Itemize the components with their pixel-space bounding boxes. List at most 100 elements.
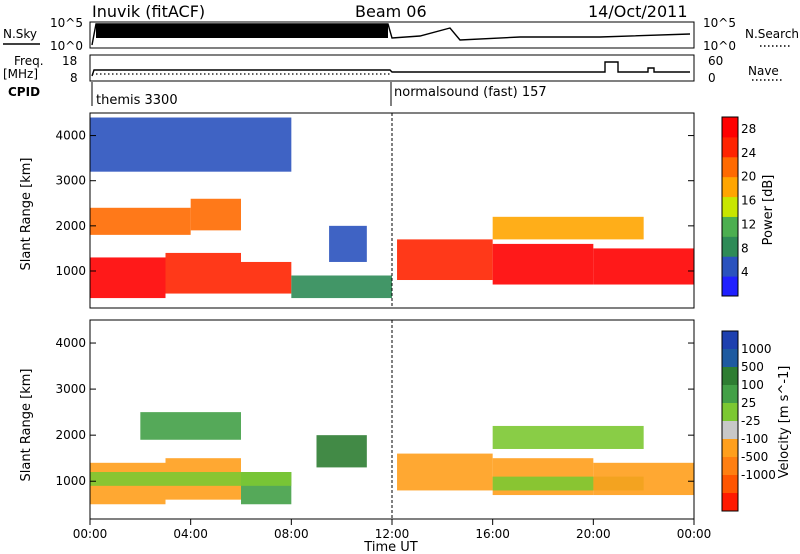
power-colorbar-label: Power [dB] [761, 175, 776, 246]
date-title: 14/Oct/2011 [588, 2, 688, 21]
x-tick-label: 16:00 [475, 527, 510, 541]
colorbar-cell [722, 136, 738, 158]
colorbar-tick-label: 500 [741, 360, 764, 374]
colorbar-tick-label: -1000 [741, 468, 776, 482]
colorbar-tick-label: 20 [741, 170, 756, 184]
x-tick-label: 08:00 [274, 527, 309, 541]
colorbar-tick-label: 28 [741, 122, 756, 136]
freq-left-label: Freq. [14, 54, 44, 68]
velocity-ylabel: Slant Range [km] [19, 369, 34, 482]
noise-right-label: N.Search [745, 27, 799, 41]
noise-left-label: N.Sky [3, 27, 37, 41]
heatmap-band [190, 198, 241, 231]
freq-right-label: Nave [748, 64, 779, 78]
noise-panel-frame [89, 21, 695, 49]
y-tick-label: 3000 [55, 174, 86, 188]
heatmap-band [241, 261, 292, 294]
xaxis-label: Time UT [363, 540, 417, 554]
freq-right-tick-high: 60 [708, 54, 723, 68]
y-tick-label: 3000 [55, 382, 86, 396]
heatmap-band [90, 117, 292, 172]
colorbar-cell [722, 176, 738, 198]
noise-left-tick-high: 10^5 [50, 16, 83, 30]
heatmap-band [397, 239, 493, 281]
heatmap-band [90, 207, 191, 235]
colorbar-tick-label: 25 [741, 396, 756, 410]
colorbar-cell [722, 331, 738, 350]
colorbar-cell [722, 421, 738, 440]
heatmap-band [492, 243, 594, 285]
cpid-segment-1: themis 3300 [96, 93, 178, 108]
heatmap-band [492, 216, 644, 240]
noise-right-tick-low: 10^0 [703, 39, 736, 53]
heatmap-band [397, 453, 493, 491]
colorbar-tick-label: 100 [741, 378, 764, 392]
colorbar-tick-label: 12 [741, 217, 756, 231]
freq-left-unit: [MHz] [3, 67, 38, 81]
colorbar-frame [721, 116, 739, 297]
cpid-label: CPID [8, 85, 40, 99]
colorbar-tick-label: 24 [741, 146, 756, 160]
colorbar-cell [722, 385, 738, 404]
freq-panel-frame [89, 54, 695, 82]
heatmap-band [492, 425, 644, 449]
colorbar-cell [722, 117, 738, 138]
power-colorbar: 4 8 12 16 20 24 28 [721, 116, 756, 297]
y-tick-label: 1000 [55, 264, 86, 278]
y-tick-label: 4000 [55, 129, 86, 143]
heatmap-band [140, 412, 241, 440]
x-tick-label: 04:00 [173, 527, 208, 541]
freq-left-tick-high: 18 [62, 54, 77, 68]
heatmap-band [90, 257, 166, 299]
colorbar-cell [722, 367, 738, 386]
velocity-heatmap-panel: 1000 2000 3000 4000 [55, 319, 695, 520]
colorbar-cell [722, 256, 738, 277]
power-ylabel: Slant Range [km] [19, 158, 34, 271]
cpid-segment-2: normalsound (fast) 157 [394, 85, 547, 100]
y-tick-label: 2000 [55, 428, 86, 442]
heatmap-band [90, 472, 292, 486]
colorbar-tick-label: 4 [741, 265, 749, 279]
colorbar-tick-label: -25 [741, 414, 761, 428]
heatmap-band [291, 275, 392, 299]
freq-left-tick-low: 8 [70, 71, 78, 85]
noise-right-tick-high: 10^5 [703, 16, 736, 30]
noise-fill-block [96, 24, 388, 38]
heatmap-band [316, 435, 367, 468]
beam-title: Beam 06 [355, 2, 427, 21]
power-heatmap-panel: 1000 2000 3000 4000 [55, 112, 695, 309]
heatmap-band [593, 248, 694, 285]
time-axis: 00:00 04:00 08:00 12:00 16:00 20:00 00:00 [73, 519, 712, 541]
colorbar-cell [722, 475, 738, 494]
x-tick-label: 12:00 [375, 527, 410, 541]
y-tick-label: 4000 [55, 336, 86, 350]
colorbar-tick-label: 8 [741, 241, 749, 255]
colorbar-tick-label: 1000 [741, 342, 772, 356]
colorbar-tick-label: -500 [741, 450, 768, 464]
y-tick-label: 1000 [55, 474, 86, 488]
colorbar-cell [722, 457, 738, 476]
colorbar-cell [722, 349, 738, 368]
x-tick-label: 00:00 [677, 527, 712, 541]
freq-right-tick-low: 0 [708, 71, 716, 85]
y-tick-label: 2000 [55, 219, 86, 233]
colorbar-cell [722, 156, 738, 178]
colorbar-cell [722, 196, 738, 217]
x-tick-label: 00:00 [73, 527, 108, 541]
noise-left-tick-low: 10^0 [50, 39, 83, 53]
colorbar-cell [722, 276, 738, 297]
x-tick-label: 20:00 [576, 527, 611, 541]
colorbar-cell [722, 403, 738, 422]
colorbar-cell [722, 236, 738, 257]
heatmap-band [329, 225, 367, 262]
colorbar-frame [721, 330, 739, 512]
velocity-colorbar-label: Velocity [m s^-1] [777, 366, 792, 479]
heatmap-band [593, 462, 694, 496]
colorbar-tick-label: 16 [741, 194, 756, 208]
colorbar-tick-label: -100 [741, 432, 768, 446]
heatmap-band [165, 252, 241, 294]
colorbar-cell [722, 493, 738, 512]
colorbar-cell [722, 439, 738, 458]
velocity-colorbar: 1000 500 100 25 -25 -100 -500 -1000 [721, 330, 776, 512]
